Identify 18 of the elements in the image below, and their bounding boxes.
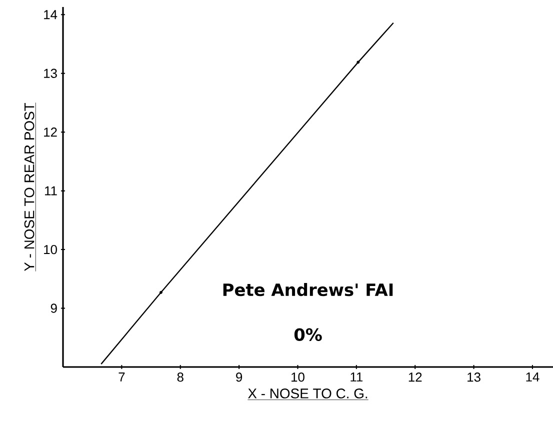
x-tick-label: 9	[236, 372, 242, 382]
x-tick-label: 8	[177, 372, 184, 382]
x-tick-label: 14	[526, 372, 540, 382]
x-tick-label: 10	[292, 372, 304, 382]
y-tick-label: 9	[50, 304, 57, 313]
y-tick-label: 14	[44, 10, 58, 20]
y-tick-label: 12	[44, 128, 57, 137]
y-tick-label: 13	[44, 68, 57, 78]
y-tick-label: 11	[45, 186, 57, 196]
annotation: Pete Andrews' FAI	[223, 283, 393, 296]
x-tick-label: 7	[118, 372, 125, 382]
x-tick-label: 12	[408, 372, 422, 382]
x-axis-title: X - NOSE TO C. G.	[248, 388, 368, 398]
x-tick-label: 11	[350, 372, 363, 382]
y-axis-title: Y - NOSE TO REAR POST	[24, 102, 34, 272]
annotation: 0%	[294, 328, 322, 341]
y-tick-label: 10	[44, 244, 57, 254]
x-tick-label: 13	[468, 372, 480, 382]
